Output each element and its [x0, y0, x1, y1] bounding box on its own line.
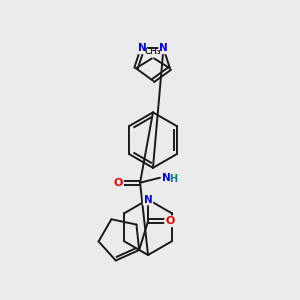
Text: N: N [162, 173, 171, 183]
Text: CH₃: CH₃ [145, 47, 161, 56]
Text: N: N [144, 194, 152, 205]
Text: CH₃: CH₃ [145, 47, 161, 56]
Text: N: N [138, 44, 147, 53]
Text: O: O [165, 216, 175, 226]
Text: N: N [159, 44, 168, 53]
Text: O: O [114, 178, 123, 188]
Text: H: H [169, 174, 177, 184]
